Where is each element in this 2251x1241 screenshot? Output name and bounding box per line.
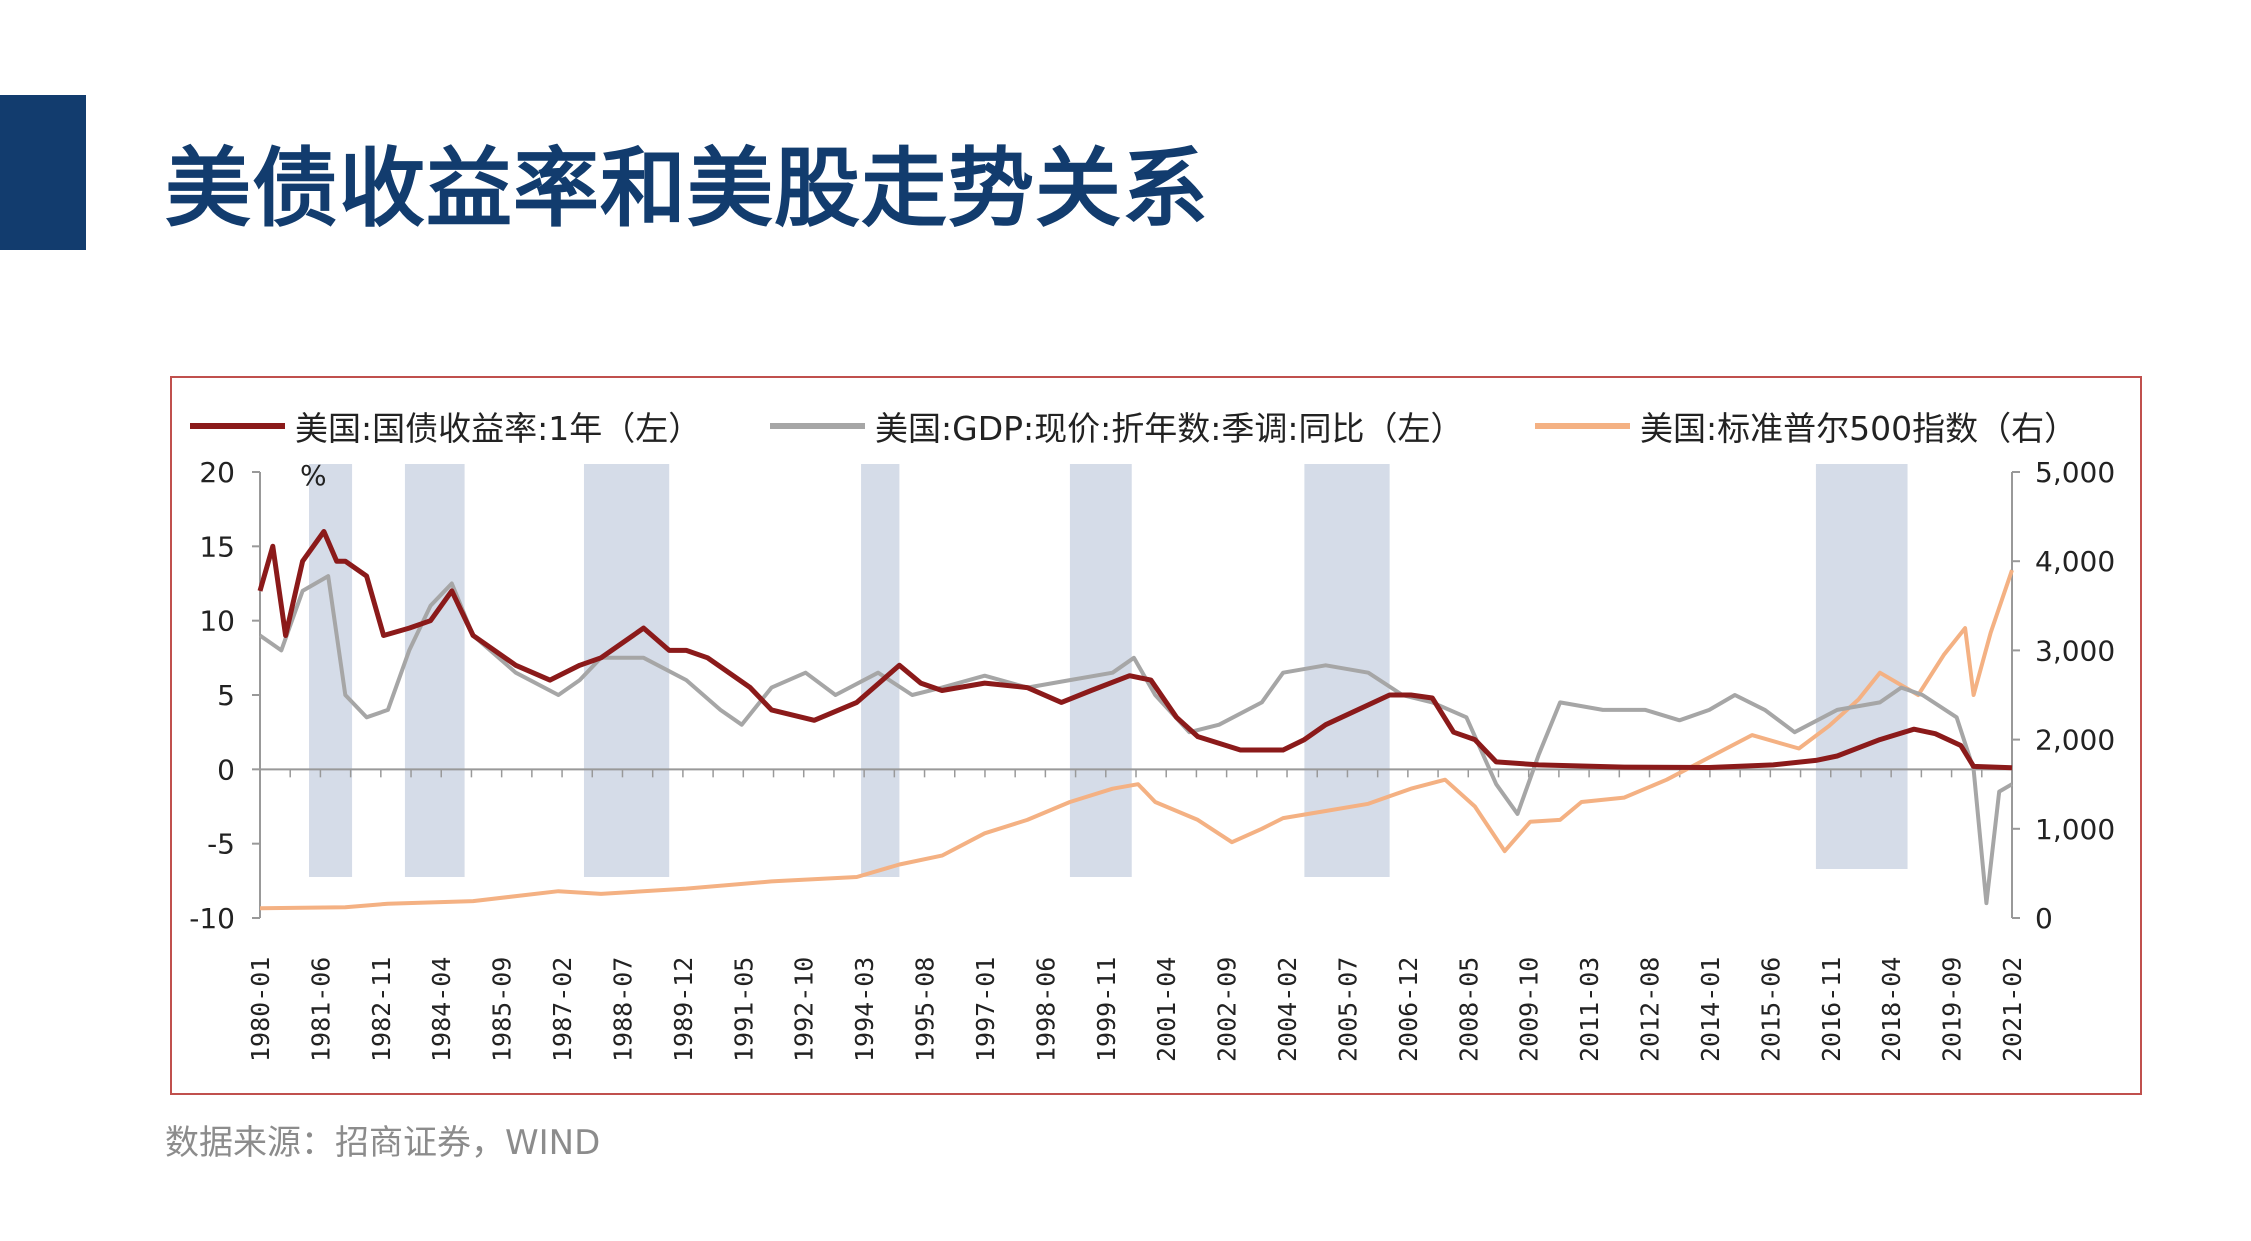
legend-swatch [770,423,865,429]
chart-frame [170,376,2142,1095]
left-tick-label: 5 [217,679,235,712]
x-tick-label: 1998-06 [1031,957,1060,1062]
shaded-period [583,464,670,877]
x-tick-label: 1992-10 [790,957,819,1062]
x-tick-label: 1980-01 [246,957,275,1062]
x-tick-label: 2012-08 [1636,957,1665,1062]
legend-swatch [190,423,285,429]
x-tick-label: 2001-04 [1152,957,1181,1062]
shaded-period [309,464,353,877]
x-tick-label: 2008-05 [1454,957,1483,1062]
right-tick-label: 0 [2035,902,2053,935]
x-tick-label: 2002-09 [1213,957,1242,1062]
x-tick-label: 2009-10 [1515,957,1544,1062]
x-tick-label: 2004-02 [1273,957,1302,1062]
x-tick-label: 1989-12 [669,957,698,1062]
legend-label: 美国:GDP:现价:折年数:季调:同比（左） [875,409,1464,448]
x-tick-label: 1997-01 [971,957,1000,1062]
x-tick-label: 1991-05 [729,957,758,1062]
x-tick-label: 1982-11 [367,957,396,1062]
x-tick-label: 1995-08 [911,957,940,1062]
x-tick-label: 2011-03 [1575,957,1604,1062]
left-tick-label: 20 [199,456,235,489]
series-line-treasury-1y [257,529,2013,771]
x-tick-label: 1984-04 [427,957,456,1062]
series-line-sp500 [259,569,2014,911]
right-tick-label: 5,000 [2035,456,2115,489]
legend-item-gdp: 美国:GDP:现价:折年数:季调:同比（左） [770,402,1463,450]
legend-label: 美国:标准普尔500指数（右） [1640,409,2078,448]
right-tick-label: 2,000 [2035,724,2115,757]
left-tick-label: -10 [189,902,235,935]
legend-swatch [1535,423,1630,429]
shaded-period [1815,464,1908,869]
x-tick-label: 1981-06 [306,957,335,1062]
x-tick-label: 2018-04 [1877,957,1906,1062]
x-tick-label: 2014-01 [1696,957,1725,1062]
page-title: 美债收益率和美股走势关系 [165,139,1209,239]
right-tick-label: 4,000 [2035,545,2115,578]
x-tick-label: 2015-06 [1756,957,1785,1062]
left-tick-label: 15 [199,530,235,563]
shaded-period [404,464,465,877]
x-tick-label: 2021-02 [1998,957,2027,1062]
legend-label: 美国:国债收益率:1年（左） [295,409,702,448]
x-tick-label: 2019-09 [1938,957,1967,1062]
x-tick-label: 1999-11 [1092,957,1121,1062]
title-accent-bar [0,95,86,250]
right-tick-label: 1,000 [2035,813,2115,846]
left-axis-unit: % [300,459,327,492]
x-tick-label: 2006-12 [1394,957,1423,1062]
left-tick-label: -5 [207,828,235,861]
right-tick-label: 3,000 [2035,634,2115,667]
left-tick-label: 0 [217,753,235,786]
x-tick-label: 1994-03 [850,957,879,1062]
legend-item-treasury-1y: 美国:国债收益率:1年（左） [190,402,701,450]
left-tick-label: 10 [199,605,235,638]
x-tick-label: 1985-09 [488,957,517,1062]
source-note: 数据来源：招商证券，WIND [165,1123,601,1163]
x-tick-label: 2005-07 [1333,957,1362,1062]
series-line-gdp-yoy [258,574,2014,906]
x-tick-label: 2016-11 [1817,957,1846,1062]
x-tick-label: 1988-07 [608,957,637,1062]
x-tick-label: 1987-02 [548,957,577,1062]
legend-item-sp500: 美国:标准普尔500指数（右） [1535,402,2077,450]
shaded-period [1069,464,1132,877]
